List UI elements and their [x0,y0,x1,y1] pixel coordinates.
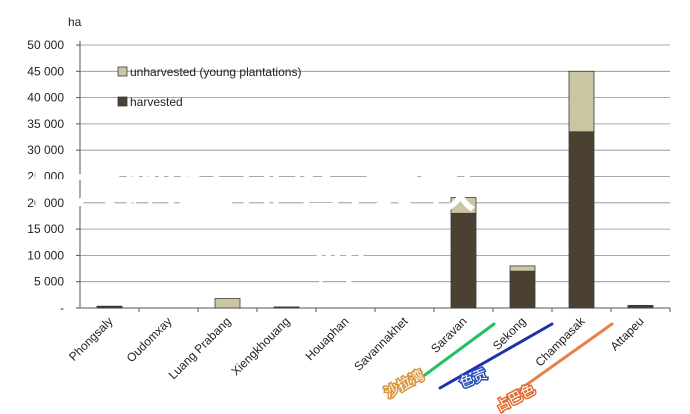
bar-segment-harvested [450,212,477,309]
bar-segment-unharvested [214,298,241,309]
category-label: Saravan [428,314,470,356]
category-label: Attapeu [607,314,646,353]
y-tick-label: 30 000 [27,143,64,157]
bar-segment-unharvested [568,70,595,133]
overlay-small-label: 沙拉湾 [382,367,427,402]
bar-segment-harvested [509,270,536,309]
bars [96,70,654,309]
y-tick-label: 15 000 [27,222,64,236]
overlay-title-line1: 十大网红排名,女教 [10,155,476,220]
overlay-line [438,322,554,390]
legend-swatch [117,66,128,77]
legend-label: harvested [130,95,183,109]
bar-segment-unharvested [96,305,123,308]
bar-segment-unharvested [627,304,654,307]
y-tick-label: 10 000 [27,248,64,262]
y-tick-label: 20 000 [27,196,64,210]
category-label: Savannakhet [351,314,411,374]
y-tick-label: 5 000 [34,275,64,289]
category-label: Houaphan [303,314,352,363]
overlay-line [503,322,614,402]
overlay-line [408,322,496,388]
y-tick-label: 35 000 [27,117,64,131]
category-label: Xiengkhouang [228,314,292,378]
bar-segment-harvested [568,131,595,309]
category-label: Oudomxay [124,314,175,365]
overlay-title-line2: 师 [312,227,368,292]
y-tick-label: 25 000 [27,170,64,184]
y-tick-label: - [60,301,64,315]
bar-segment-unharvested [509,265,536,272]
overlay-small-label: 占巴色 [493,381,538,414]
y-tick-label: 45 000 [27,64,64,78]
y-tick-label: 50 000 [27,38,64,52]
category-label: Luang Prabang [166,314,234,382]
bar-segment-unharvested [450,197,477,214]
y-unit-label: ha [68,15,82,29]
legend-swatch [117,96,128,107]
legend-label: unharvested (young plantations) [130,65,301,79]
category-label: Phongsaly [66,314,116,364]
legend: unharvested (young plantations) harvested [117,65,301,109]
y-tick-label: 40 000 [27,91,64,105]
bar-segment-unharvested [273,306,300,309]
